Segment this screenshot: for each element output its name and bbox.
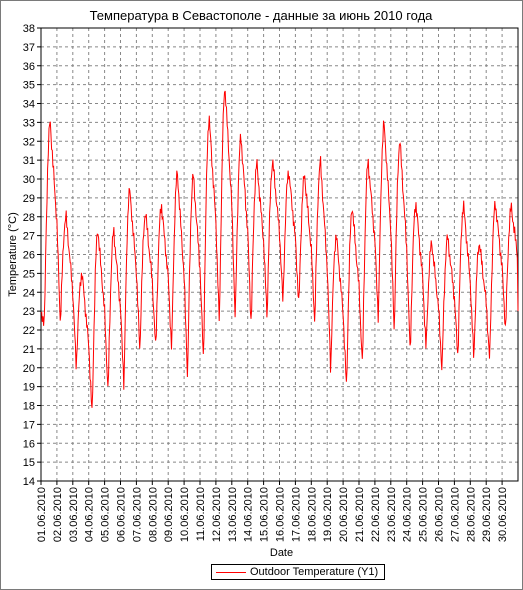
x-tick-label: 13.06.2010 xyxy=(227,487,239,542)
x-tick-label: 14.06.2010 xyxy=(243,487,255,542)
y-tick-label: 27 xyxy=(23,231,35,243)
x-tick-label: 01.06.2010 xyxy=(36,487,48,542)
x-tick-label: 27.06.2010 xyxy=(449,487,461,542)
x-tick-label: 28.06.2010 xyxy=(465,487,477,542)
x-tick-label: 11.06.2010 xyxy=(195,487,207,541)
legend: Outdoor Temperature (Y1) xyxy=(211,564,385,580)
x-tick-label: 09.06.2010 xyxy=(163,487,175,542)
y-tick-label: 15 xyxy=(23,457,35,469)
y-tick-label: 31 xyxy=(23,155,35,167)
x-tick-label: 18.06.2010 xyxy=(306,487,318,542)
x-tick-label: 25.06.2010 xyxy=(418,487,430,542)
y-tick-label: 26 xyxy=(23,250,35,262)
y-tick-label: 38 xyxy=(23,23,35,35)
y-tick-label: 24 xyxy=(23,287,35,299)
x-tick-label: 29.06.2010 xyxy=(481,487,493,542)
x-tick-label: 07.06.2010 xyxy=(131,487,143,542)
chart-title: Температура в Севастополе - данные за ию… xyxy=(90,8,434,23)
y-axis-label: Temperature (°C) xyxy=(7,212,19,296)
series-line-outdoor-temperature xyxy=(40,90,519,408)
y-tick-label: 14 xyxy=(23,476,35,488)
x-tick-label: 24.06.2010 xyxy=(402,487,414,542)
x-tick-label: 23.06.2010 xyxy=(386,487,398,542)
plot-border xyxy=(40,27,519,482)
x-tick-label: 04.06.2010 xyxy=(84,487,96,542)
x-tick-label: 02.06.2010 xyxy=(52,487,64,542)
y-tick-label: 25 xyxy=(23,268,35,280)
y-tick-label: 28 xyxy=(23,212,35,224)
y-tick-label: 16 xyxy=(23,438,35,450)
y-tick-label: 18 xyxy=(23,401,35,413)
x-tick-label: 30.06.2010 xyxy=(497,487,509,542)
y-tick-label: 23 xyxy=(23,306,35,318)
x-tick-label: 22.06.2010 xyxy=(370,487,382,542)
y-tick-label: 21 xyxy=(23,344,35,356)
y-tick-label: 22 xyxy=(23,325,35,337)
y-tick-label: 36 xyxy=(23,61,35,73)
x-tick-label: 08.06.2010 xyxy=(147,487,159,542)
x-tick-label: 06.06.2010 xyxy=(116,487,128,542)
x-tick-label: 12.06.2010 xyxy=(211,487,223,542)
x-tick-label: 03.06.2010 xyxy=(68,487,80,542)
y-tick-label: 30 xyxy=(23,174,35,186)
y-tick-label: 29 xyxy=(23,193,35,205)
legend-label: Outdoor Temperature (Y1) xyxy=(250,566,379,578)
y-tick-label: 37 xyxy=(23,42,35,54)
y-tick-label: 17 xyxy=(23,419,35,431)
y-tick-label: 20 xyxy=(23,363,35,375)
x-tick-label: 05.06.2010 xyxy=(100,487,112,542)
legend-line-swatch xyxy=(216,572,246,573)
y-tick-label: 19 xyxy=(23,382,35,394)
y-tick-label: 32 xyxy=(23,136,35,148)
x-tick-label: 26.06.2010 xyxy=(434,487,446,542)
x-tick-label: 16.06.2010 xyxy=(275,487,287,542)
y-tick-label: 35 xyxy=(23,80,35,92)
x-axis-label: Date xyxy=(270,547,293,559)
y-tick-label: 33 xyxy=(23,117,35,129)
y-tick-label: 34 xyxy=(23,99,35,111)
x-tick-label: 19.06.2010 xyxy=(322,487,334,542)
x-tick-label: 20.06.2010 xyxy=(338,487,350,542)
x-tick-label: 17.06.2010 xyxy=(290,487,302,542)
x-tick-label: 15.06.2010 xyxy=(259,487,271,542)
x-tick-label: 10.06.2010 xyxy=(179,487,191,542)
x-tick-label: 21.06.2010 xyxy=(354,487,366,542)
